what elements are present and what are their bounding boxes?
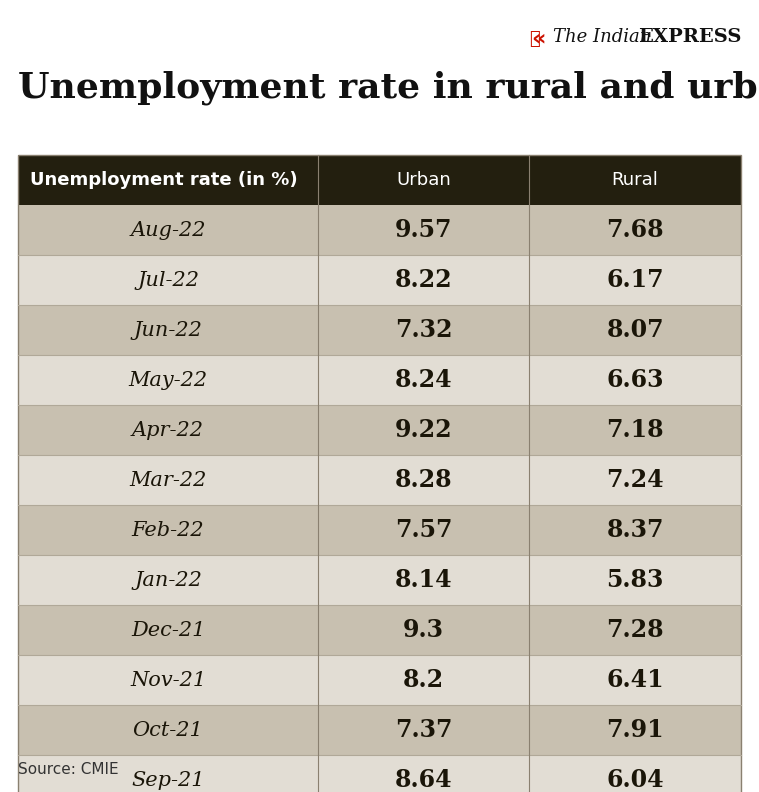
- Text: 9.3: 9.3: [403, 618, 444, 642]
- Text: 8.2: 8.2: [403, 668, 444, 692]
- Text: Oct-21: Oct-21: [133, 721, 203, 740]
- Text: Sep-21: Sep-21: [131, 771, 205, 790]
- Text: Mar-22: Mar-22: [129, 470, 206, 489]
- Text: Feb-22: Feb-22: [132, 520, 204, 539]
- Bar: [18, 655, 741, 705]
- Text: 5.83: 5.83: [606, 568, 664, 592]
- Text: 7.91: 7.91: [606, 718, 664, 742]
- Text: 7.24: 7.24: [606, 468, 664, 492]
- Text: 6.41: 6.41: [606, 668, 664, 692]
- Text: Jul-22: Jul-22: [137, 271, 199, 290]
- Bar: [18, 605, 741, 655]
- Text: 8.14: 8.14: [395, 568, 452, 592]
- Text: Jun-22: Jun-22: [134, 321, 203, 340]
- Text: May-22: May-22: [128, 371, 207, 390]
- Bar: [18, 305, 741, 355]
- Bar: [18, 755, 741, 792]
- Text: 8.64: 8.64: [395, 768, 452, 792]
- Text: EXPRESS: EXPRESS: [638, 28, 741, 46]
- Bar: [18, 155, 741, 792]
- Text: 8.07: 8.07: [606, 318, 664, 342]
- Bar: [18, 155, 741, 205]
- Bar: [18, 205, 741, 255]
- Text: 6.04: 6.04: [606, 768, 664, 792]
- Bar: [18, 705, 741, 755]
- Text: 7.18: 7.18: [606, 418, 664, 442]
- Text: 6.17: 6.17: [606, 268, 664, 292]
- Text: 7.32: 7.32: [395, 318, 452, 342]
- Text: 7.57: 7.57: [395, 518, 452, 542]
- Text: 7.37: 7.37: [395, 718, 452, 742]
- Text: 7.68: 7.68: [606, 218, 664, 242]
- Text: Nov-21: Nov-21: [130, 671, 206, 690]
- Bar: [18, 505, 741, 555]
- Text: Source: CMIE: Source: CMIE: [18, 762, 118, 777]
- Bar: [18, 555, 741, 605]
- Text: Urban: Urban: [396, 171, 451, 189]
- Text: 8.22: 8.22: [395, 268, 452, 292]
- Text: «: «: [531, 28, 546, 48]
- Bar: [18, 355, 741, 405]
- Text: 8.37: 8.37: [606, 518, 664, 542]
- Text: Dec-21: Dec-21: [131, 620, 205, 639]
- Bar: [18, 455, 741, 505]
- Text: Apr-22: Apr-22: [132, 421, 204, 440]
- Text: The Indian: The Indian: [553, 28, 651, 46]
- Text: 8.24: 8.24: [395, 368, 452, 392]
- Bar: [18, 255, 741, 305]
- Text: 7.28: 7.28: [606, 618, 664, 642]
- Text: 9.57: 9.57: [395, 218, 452, 242]
- Text: Rural: Rural: [612, 171, 659, 189]
- Text: 6.63: 6.63: [606, 368, 664, 392]
- Text: 9.22: 9.22: [395, 418, 452, 442]
- Text: ⦿: ⦿: [529, 30, 540, 48]
- Text: Unemployment rate (in %): Unemployment rate (in %): [30, 171, 298, 189]
- Text: 8.28: 8.28: [395, 468, 452, 492]
- Text: Unemployment rate in rural and urban India: Unemployment rate in rural and urban Ind…: [18, 70, 759, 105]
- Text: Jan-22: Jan-22: [134, 570, 202, 589]
- Bar: [18, 405, 741, 455]
- Text: Aug-22: Aug-22: [131, 220, 206, 239]
